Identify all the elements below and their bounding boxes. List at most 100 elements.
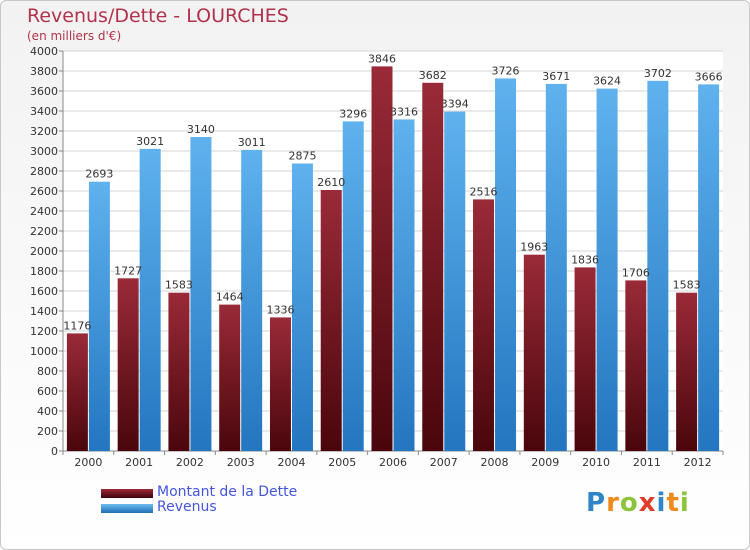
bar-revenus bbox=[190, 137, 212, 451]
x-tick-label: 2004 bbox=[277, 456, 305, 469]
data-label-dette: 1336 bbox=[266, 303, 294, 316]
x-tick-label: 2008 bbox=[481, 456, 509, 469]
bar-revenus bbox=[88, 181, 110, 451]
logo-letter: i bbox=[679, 488, 690, 518]
bar-revenus bbox=[647, 80, 669, 452]
bar-revenus bbox=[393, 119, 415, 452]
bar-dette bbox=[219, 304, 241, 451]
y-tick-label: 1200 bbox=[30, 325, 58, 338]
data-label-revenus: 3666 bbox=[695, 70, 723, 83]
y-tick-label: 2200 bbox=[30, 225, 58, 238]
bar-dette bbox=[625, 280, 647, 451]
y-tick-label: 2400 bbox=[30, 205, 58, 218]
y-tick-label: 3200 bbox=[30, 125, 58, 138]
data-label-revenus: 3316 bbox=[390, 105, 418, 118]
x-tick-label: 2005 bbox=[328, 456, 356, 469]
y-tick-label: 3800 bbox=[30, 65, 58, 78]
y-tick-label: 3600 bbox=[30, 85, 58, 98]
data-label-revenus: 3011 bbox=[238, 136, 266, 149]
bar-dette bbox=[168, 292, 190, 451]
x-tick-label: 2009 bbox=[531, 456, 559, 469]
y-tick-label: 3400 bbox=[30, 105, 58, 118]
data-label-dette: 3682 bbox=[419, 69, 447, 82]
bar-dette bbox=[473, 199, 495, 451]
y-tick-label: 4000 bbox=[30, 45, 58, 58]
bar-dette bbox=[66, 333, 88, 451]
data-label-dette: 1176 bbox=[63, 319, 91, 332]
data-label-dette: 1583 bbox=[165, 279, 193, 292]
y-tick-label: 200 bbox=[37, 425, 58, 438]
y-tick-label: 400 bbox=[37, 405, 58, 418]
bar-revenus bbox=[545, 83, 567, 452]
data-label-revenus: 3624 bbox=[593, 75, 621, 88]
y-tick-label: 800 bbox=[37, 365, 58, 378]
legend-swatch-dette bbox=[101, 489, 153, 498]
chart-title: Revenus/Dette - LOURCHES bbox=[27, 5, 289, 27]
logo-letter: t bbox=[666, 488, 680, 518]
bar-revenus bbox=[291, 163, 313, 451]
y-tick-label: 0 bbox=[51, 445, 58, 458]
bar-dette bbox=[676, 292, 698, 451]
data-label-revenus: 2875 bbox=[288, 150, 316, 163]
bar-dette bbox=[269, 317, 291, 451]
bar-dette bbox=[320, 190, 342, 451]
y-tick-label: 1800 bbox=[30, 265, 58, 278]
proxiti-logo: Proxiti bbox=[586, 488, 690, 518]
y-tick-label: 1400 bbox=[30, 305, 58, 318]
data-label-dette: 2516 bbox=[470, 185, 498, 198]
x-tick-label: 2011 bbox=[633, 456, 661, 469]
y-tick-label: 1600 bbox=[30, 285, 58, 298]
bar-dette bbox=[422, 82, 444, 452]
x-tick-label: 2007 bbox=[430, 456, 458, 469]
x-tick-label: 2003 bbox=[227, 456, 255, 469]
x-tick-label: 2010 bbox=[582, 456, 610, 469]
y-tick-label: 2600 bbox=[30, 185, 58, 198]
data-label-dette: 1836 bbox=[571, 253, 599, 266]
x-tick-label: 2001 bbox=[125, 456, 153, 469]
x-tick-label: 2000 bbox=[74, 456, 102, 469]
x-tick-label: 2002 bbox=[176, 456, 204, 469]
y-tick-label: 1000 bbox=[30, 345, 58, 358]
data-label-dette: 1963 bbox=[520, 241, 548, 254]
legend-swatch-revenus bbox=[101, 504, 153, 513]
data-label-dette: 1464 bbox=[216, 291, 244, 304]
bar-revenus bbox=[241, 149, 263, 451]
legend-label-dette: Montant de la Dette bbox=[157, 484, 298, 500]
chart-subtitle: (en milliers d'€) bbox=[27, 29, 122, 43]
data-label-revenus: 3671 bbox=[542, 70, 570, 83]
x-tick-label: 2012 bbox=[684, 456, 712, 469]
data-label-dette: 1706 bbox=[622, 266, 650, 279]
data-label-dette: 1727 bbox=[114, 264, 142, 277]
y-tick-label: 2000 bbox=[30, 245, 58, 258]
logo-letter: o bbox=[619, 488, 639, 518]
bar-revenus bbox=[342, 121, 364, 452]
bar-revenus bbox=[444, 111, 466, 451]
data-label-revenus: 3021 bbox=[136, 135, 164, 148]
bar-dette bbox=[523, 254, 545, 451]
bar-revenus bbox=[495, 78, 517, 452]
bar-revenus bbox=[139, 148, 161, 451]
data-label-revenus: 3702 bbox=[644, 67, 672, 80]
data-label-revenus: 3140 bbox=[187, 123, 215, 136]
bar-revenus bbox=[698, 84, 720, 452]
data-label-dette: 2610 bbox=[317, 176, 345, 189]
data-label-revenus: 3726 bbox=[492, 64, 520, 77]
data-label-revenus: 3296 bbox=[339, 107, 367, 120]
data-label-dette: 3846 bbox=[368, 52, 396, 65]
bar-dette bbox=[117, 278, 139, 451]
bar-dette bbox=[371, 66, 393, 452]
x-tick-label: 2006 bbox=[379, 456, 407, 469]
logo-letter: x bbox=[638, 488, 657, 518]
logo-letter: r bbox=[606, 488, 620, 518]
bar-revenus bbox=[596, 88, 618, 451]
y-tick-label: 2800 bbox=[30, 165, 58, 178]
data-label-revenus: 2693 bbox=[85, 168, 113, 181]
bar-dette bbox=[574, 267, 596, 451]
logo-letter: i bbox=[656, 488, 667, 518]
y-tick-label: 3000 bbox=[30, 145, 58, 158]
legend-label-revenus: Revenus bbox=[157, 499, 217, 515]
data-label-dette: 1583 bbox=[673, 279, 701, 292]
data-label-revenus: 3394 bbox=[441, 98, 469, 111]
logo-letter: P bbox=[586, 488, 607, 518]
